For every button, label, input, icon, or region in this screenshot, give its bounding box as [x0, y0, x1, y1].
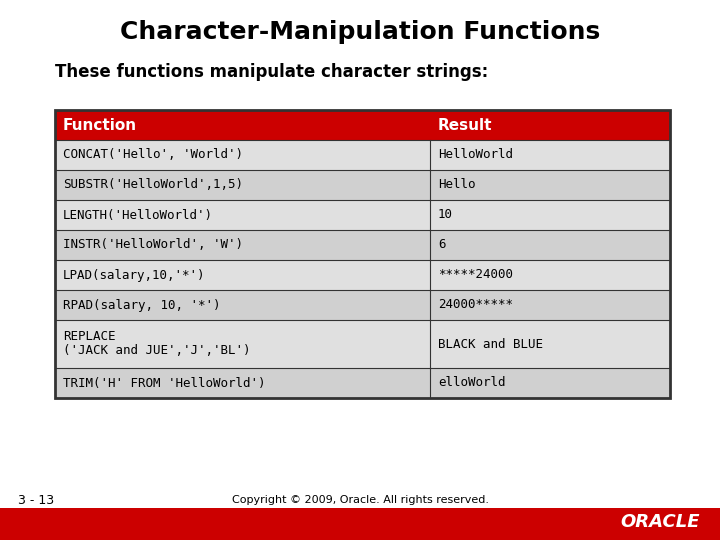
Text: LENGTH('HelloWorld'): LENGTH('HelloWorld'): [63, 208, 213, 221]
Text: BLACK and BLUE: BLACK and BLUE: [438, 338, 543, 350]
Text: ORACLE: ORACLE: [621, 513, 700, 531]
Text: RPAD(salary, 10, '*'): RPAD(salary, 10, '*'): [63, 299, 220, 312]
Text: SUBSTR('HelloWorld',1,5): SUBSTR('HelloWorld',1,5): [63, 179, 243, 192]
Bar: [55, 320, 670, 368]
Text: 3 - 13: 3 - 13: [18, 494, 54, 507]
Bar: [55, 260, 670, 290]
Bar: [55, 110, 670, 140]
Text: 6: 6: [438, 239, 446, 252]
Bar: [55, 230, 670, 260]
Text: Copyright © 2009, Oracle. All rights reserved.: Copyright © 2009, Oracle. All rights res…: [232, 495, 488, 505]
Text: ('JACK and JUE','J','BL'): ('JACK and JUE','J','BL'): [63, 344, 251, 357]
Text: Function: Function: [63, 118, 137, 132]
Text: 24000*****: 24000*****: [438, 299, 513, 312]
Text: Character-Manipulation Functions: Character-Manipulation Functions: [120, 20, 600, 44]
Text: 10: 10: [438, 208, 453, 221]
Text: Result: Result: [438, 118, 492, 132]
Bar: [55, 140, 670, 170]
Bar: [55, 110, 670, 398]
Text: Hello: Hello: [438, 179, 475, 192]
Text: LPAD(salary,10,'*'): LPAD(salary,10,'*'): [63, 268, 205, 281]
Text: CONCAT('Hello', 'World'): CONCAT('Hello', 'World'): [63, 148, 243, 161]
Text: HelloWorld: HelloWorld: [438, 148, 513, 161]
Text: These functions manipulate character strings:: These functions manipulate character str…: [55, 63, 488, 81]
Bar: [55, 200, 670, 230]
Text: TRIM('H' FROM 'HelloWorld'): TRIM('H' FROM 'HelloWorld'): [63, 376, 266, 389]
Text: INSTR('HelloWorld', 'W'): INSTR('HelloWorld', 'W'): [63, 239, 243, 252]
Bar: [55, 290, 670, 320]
Bar: [55, 170, 670, 200]
Text: elloWorld: elloWorld: [438, 376, 505, 389]
Bar: [0, 508, 720, 540]
Text: *****24000: *****24000: [438, 268, 513, 281]
Bar: [55, 368, 670, 398]
Text: REPLACE: REPLACE: [63, 330, 115, 343]
